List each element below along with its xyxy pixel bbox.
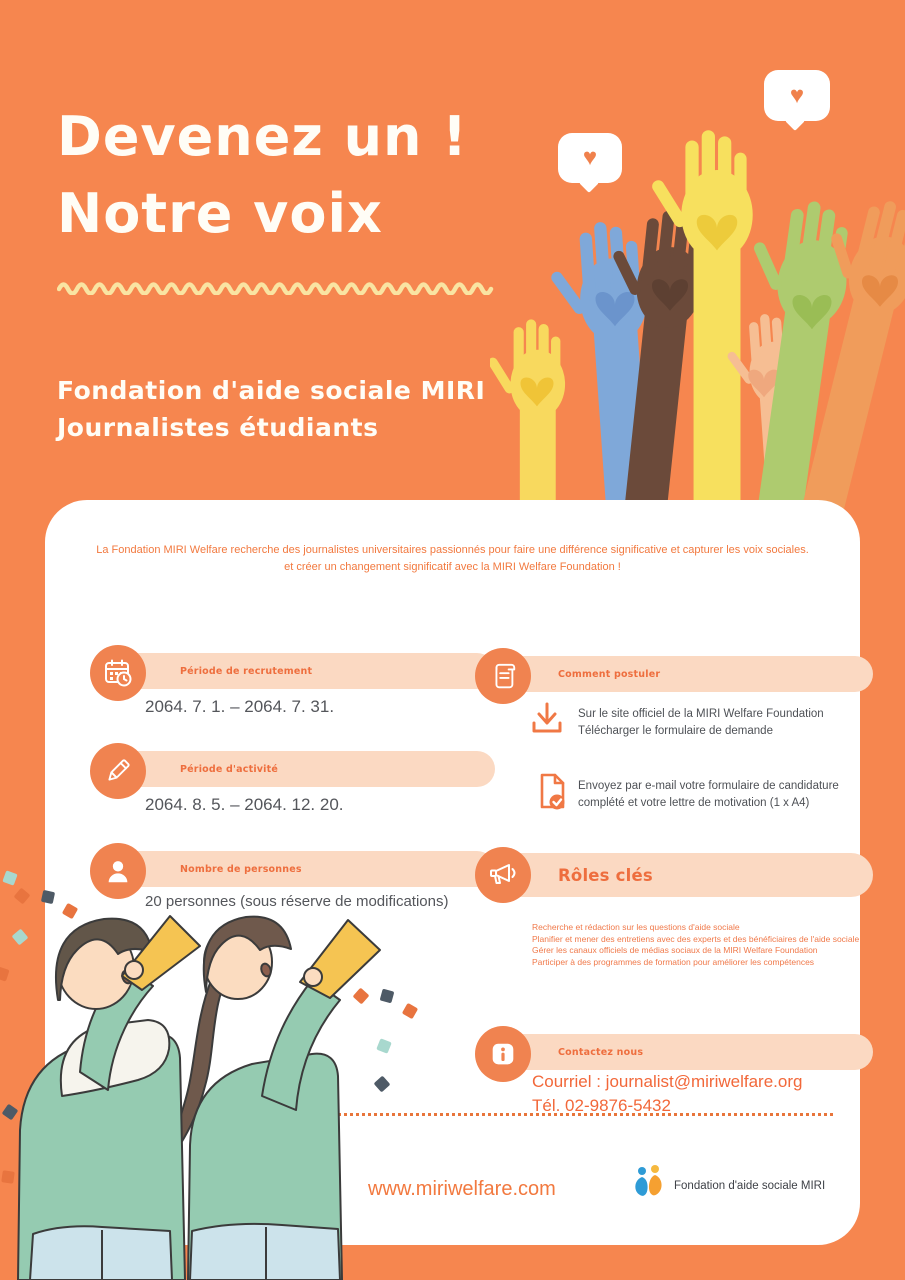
title-line-1: Devenez un !	[57, 105, 468, 168]
contact-details: Courriel : journalist@miriwelfare.org Té…	[532, 1070, 802, 1118]
activity-period-label: Période d'activité	[180, 763, 279, 775]
roles-list: Recherche et rédaction sur les questions…	[532, 922, 859, 968]
role-item: Planifier et mener des entretiens avec d…	[532, 933, 860, 944]
role-item: Participer à des programmes de formation…	[532, 956, 815, 967]
dotted-divider	[73, 1113, 833, 1116]
apply-step-2-line-1: Envoyez par e-mail votre formulaire de c…	[578, 780, 839, 792]
heart-icon: ♥	[789, 81, 805, 109]
confetti	[1, 1170, 15, 1184]
apply-step-2-line-2: complété et votre lettre de motivation (…	[578, 797, 810, 809]
activity-period-value: 2064. 8. 5. – 2064. 12. 20.	[145, 795, 344, 814]
confetti	[40, 889, 56, 905]
apply-step-1: Sur le site officiel de la MIRI Welfare …	[578, 706, 824, 740]
people-count-label: Nombre de personnes	[180, 863, 302, 875]
apply-step-1-line-1: Sur le site officiel de la MIRI Welfare …	[578, 708, 824, 720]
apply-step-1-line-2: Télécharger le formulaire de demande	[578, 725, 773, 737]
foundation-logo-text: Fondation d'aide sociale MIRI	[674, 1180, 826, 1192]
activity-period-pill: Période d'activité	[115, 751, 495, 787]
heart-icon: ♥	[582, 144, 598, 171]
role-item: Recherche et rédaction sur les questions…	[532, 922, 740, 932]
recruitment-period-value: 2064. 7. 1. – 2064. 7. 31.	[145, 697, 335, 716]
poster-title: Devenez un ! Notre voix	[57, 98, 468, 252]
title-line-2: Notre voix	[57, 182, 383, 245]
role-item: Gérer les canaux officiels de médias soc…	[532, 945, 818, 955]
how-to-apply-label: Comment postuler	[558, 668, 661, 680]
raised-hands-illustration	[490, 130, 905, 520]
apply-step-2: Envoyez par e-mail votre formulaire de c…	[578, 778, 839, 812]
website-url: www.miriwelfare.com	[368, 1178, 556, 1200]
intro-text: La Fondation MIRI Welfare recherche des …	[45, 542, 860, 576]
people-count-pill: Nombre de personnes	[115, 851, 495, 887]
person-icon	[90, 843, 146, 899]
contact-label: Contactez nous	[558, 1046, 644, 1058]
foundation-logo-icon	[630, 1162, 666, 1209]
people-count-value: 20 personnes (sous réserve de modificati…	[145, 893, 449, 910]
contact-email: Courriel : journalist@miriwelfare.org	[532, 1072, 803, 1091]
key-roles-pill: Rôles clés	[500, 853, 873, 897]
poster-subtitle: Fondation d'aide sociale MIRI Journalist…	[57, 372, 485, 446]
how-to-apply-pill: Comment postuler	[500, 656, 873, 692]
key-roles-label: Rôles clés	[558, 865, 653, 885]
like-bubble: ♥	[558, 133, 622, 183]
info-icon	[475, 1026, 531, 1082]
document-check-icon	[531, 771, 571, 820]
scroll-icon	[475, 648, 531, 704]
like-bubble: ♥	[764, 70, 830, 121]
pencil-icon	[90, 743, 146, 799]
contact-pill: Contactez nous	[500, 1034, 873, 1070]
intro-line-1: La Fondation MIRI Welfare recherche des …	[96, 544, 809, 556]
recruitment-period-label: Période de recrutement	[180, 665, 313, 677]
intro-line-2: et créer un changement significatif avec…	[284, 561, 621, 573]
students-megaphone-illustration	[17, 915, 381, 1280]
contact-phone: Tél. 02-9876-5432	[532, 1096, 671, 1115]
megaphone-icon	[475, 847, 531, 903]
subtitle-line-2: Journalistes étudiants	[57, 413, 379, 442]
calendar-icon	[90, 645, 146, 701]
download-icon	[527, 699, 567, 744]
subtitle-line-1: Fondation d'aide sociale MIRI	[57, 376, 486, 405]
wavy-divider	[57, 282, 494, 295]
recruitment-period-pill: Période de recrutement	[115, 653, 495, 689]
